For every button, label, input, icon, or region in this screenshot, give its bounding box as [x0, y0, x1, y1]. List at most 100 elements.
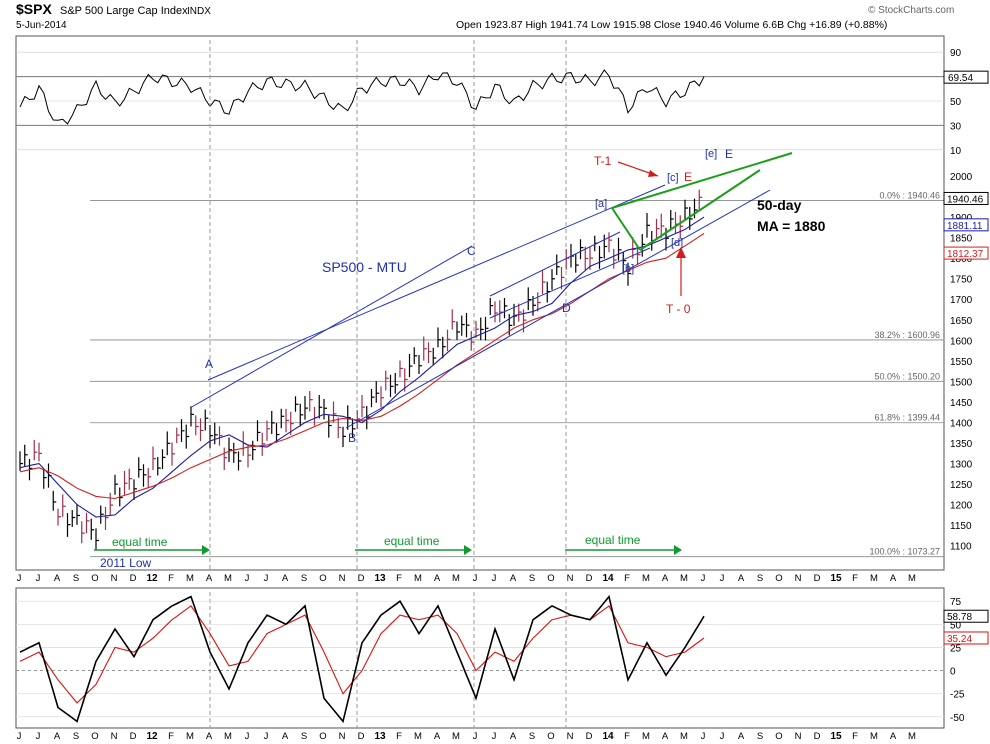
annotation-label: E: [684, 170, 692, 184]
x-tick-label: 12: [146, 573, 158, 584]
x-tick-label: 14: [602, 573, 614, 584]
price-tick-label: 1850: [950, 234, 973, 245]
x-tick-label: J: [264, 573, 269, 584]
trend-channel-line: [189, 245, 473, 409]
x-tick-label: A: [434, 573, 441, 584]
x-tick-label: J: [492, 573, 497, 584]
x-tick-label: M: [680, 573, 688, 584]
x-tick-label: N: [795, 573, 802, 584]
stoch-signal-line: [19, 605, 705, 704]
annotation-label: [a]: [595, 198, 607, 210]
x-tick-label: A: [282, 573, 289, 584]
x-tick-label: A: [890, 573, 897, 584]
x-tick-label: M: [870, 731, 878, 742]
x-tick-label: A: [738, 573, 745, 584]
x-tick-label: F: [396, 731, 402, 742]
x-tick-label: 14: [602, 731, 614, 742]
wedge-line: [639, 169, 761, 251]
x-tick-label: A: [662, 731, 669, 742]
x-tick-label: O: [547, 573, 554, 584]
annotation-label: equal time: [112, 535, 168, 549]
annotation-label: C: [467, 244, 476, 258]
x-tick-label: O: [547, 731, 554, 742]
stoch-tick-label: 25: [950, 643, 962, 654]
x-tick-label: N: [339, 731, 346, 742]
x-tick-label: M: [224, 731, 232, 742]
price-last-label-box: [943, 191, 989, 205]
price-tick-label: 1200: [950, 501, 973, 512]
x-tick-label: M: [224, 573, 232, 584]
brand-label: © StockCharts.com: [868, 5, 954, 16]
x-tick-label: O: [319, 731, 326, 742]
annotations: A B C D E [a] [b] [c] [d] [e] T-1 T - 0 SP500 - MTU 5…: [94, 147, 826, 570]
x-tick-label: S: [301, 573, 307, 584]
x-tick-label: M: [870, 573, 878, 584]
x-tick-label: M: [908, 731, 916, 742]
x-tick-label: S: [529, 573, 535, 584]
annotation-label: SP500 - MTU: [322, 259, 407, 275]
x-tick-label: A: [54, 731, 61, 742]
x-tick-label: O: [91, 573, 98, 584]
x-tick-label: 15: [830, 731, 842, 742]
rsi-last-value: 69.54: [948, 73, 973, 84]
arrow-t0-head: [676, 247, 686, 258]
x-tick-label: 13: [374, 573, 386, 584]
price-tick-label: 1100: [950, 542, 972, 553]
rsi-tick-label: 30: [950, 121, 962, 132]
stochastic-panel-frame: [15, 587, 945, 729]
stochastic-panel: -50 -25 0 25 50 75 58.78 35.24: [16, 594, 989, 724]
stoch-last-value-box: [943, 631, 989, 645]
equal-time-arrow-head: [464, 545, 472, 555]
price-tick-label: 2000: [950, 172, 973, 183]
price-last-label: 1881.11: [947, 221, 983, 232]
trend-channel-line: [345, 189, 771, 429]
annotation-label: T - 0: [666, 302, 691, 316]
x-tick-label: 13: [374, 731, 386, 742]
x-tick-label: S: [73, 573, 79, 584]
ma-short-line: [19, 216, 705, 518]
x-tick-label: M: [414, 731, 422, 742]
x-tick-label: A: [890, 731, 897, 742]
x-tick-label: D: [358, 573, 365, 584]
x-tick-label: J: [720, 731, 725, 742]
x-tick-label: O: [319, 573, 326, 584]
price-tick-label: 1150: [950, 521, 972, 532]
price-tick-label: 1800: [950, 254, 973, 265]
x-tick-label: D: [586, 573, 593, 584]
x-tick-label: N: [339, 573, 346, 584]
index-name: S&P 500 Large Cap Index: [60, 5, 188, 17]
price-last-label: 1812.37: [947, 249, 984, 260]
x-tick-label: S: [757, 731, 763, 742]
x-tick-label: M: [680, 731, 688, 742]
x-tick-label: J: [701, 731, 706, 742]
rsi-tick-label: 10: [950, 146, 962, 157]
x-tick-label: J: [473, 573, 478, 584]
annotation-label: MA = 1880: [757, 218, 826, 234]
price-panel-frame: [15, 35, 945, 571]
annotation-label: [d]: [671, 237, 683, 249]
exchange: INDX: [187, 6, 211, 17]
x-tick-label: M: [414, 573, 422, 584]
x-tick-label: 15: [830, 573, 842, 584]
x-tick-label: D: [586, 731, 593, 742]
equal-time-arrow-head: [674, 545, 682, 555]
annotation-label: B: [348, 431, 356, 445]
x-tick-label: M: [452, 573, 460, 584]
ohlc-summary: Open 1923.87 High 1941.74 Low 1915.98 Cl…: [456, 19, 887, 31]
x-tick-label: F: [852, 731, 858, 742]
trend-channel-line: [489, 231, 621, 297]
x-tick-label: N: [111, 731, 118, 742]
symbol: $SPX: [16, 1, 52, 17]
x-tick-label: O: [91, 731, 98, 742]
price-tick-label: 1500: [950, 377, 973, 388]
x-tick-label: A: [510, 573, 517, 584]
x-tick-label: J: [264, 731, 269, 742]
x-tick-label: J: [17, 731, 22, 742]
stoch-last-value: 35.24: [947, 634, 972, 645]
stoch-main-line: [19, 594, 705, 724]
x-tick-label: F: [168, 731, 174, 742]
x-tick-label: A: [54, 573, 61, 584]
annotation-label: 2011 Low: [100, 556, 151, 570]
trend-channel-line: [207, 184, 666, 381]
price-tick-label: 1750: [950, 275, 973, 286]
